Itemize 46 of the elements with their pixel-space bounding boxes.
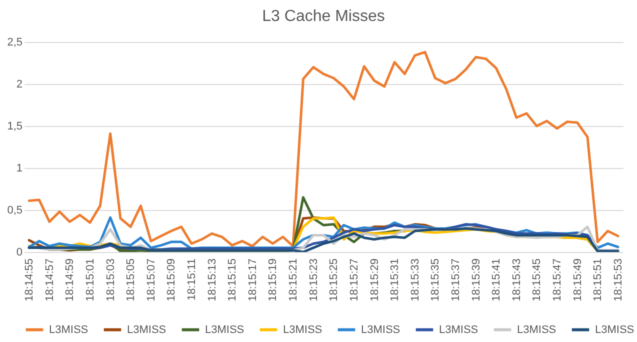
x-tick-label: 18:14:57 bbox=[44, 258, 56, 302]
x-tick-label: 18:15:19 bbox=[267, 258, 280, 302]
y-tick-label: 2,5 bbox=[7, 36, 22, 48]
y-tick-label: 0 bbox=[16, 246, 22, 258]
x-tick-label: 18:15:51 bbox=[592, 258, 604, 302]
x-tick-label: 18:15:39 bbox=[470, 258, 482, 302]
x-tick-label: 18:15:03 bbox=[104, 258, 117, 302]
x-tick-label: 18:15:05 bbox=[125, 258, 138, 302]
x-tick-label: 18:15:33 bbox=[409, 258, 422, 302]
legend-label: L3MISS bbox=[49, 324, 88, 336]
legend-label: L3MISS bbox=[361, 324, 400, 336]
x-tick-label: 18:15:07 bbox=[145, 258, 158, 302]
legend-label: L3MISS bbox=[517, 324, 556, 336]
x-tick-label: 18:15:13 bbox=[206, 258, 218, 302]
legend-label: L3MISS bbox=[205, 324, 244, 336]
x-tick-label: 18:15:25 bbox=[328, 258, 340, 302]
y-tick-label: 1 bbox=[16, 162, 22, 174]
legend-label: L3MISS bbox=[283, 324, 322, 336]
y-tick-label: 1,5 bbox=[7, 120, 22, 132]
x-tick-label: 18:15:17 bbox=[246, 258, 259, 302]
x-tick-label: 18:15:31 bbox=[389, 258, 402, 302]
x-tick-label: 18:15:41 bbox=[490, 258, 503, 302]
x-tick-label: 18:15:21 bbox=[288, 258, 300, 302]
x-tick-label: 18:14:59 bbox=[64, 258, 76, 302]
x-tick-label: 18:15:43 bbox=[510, 258, 523, 302]
legend-label: L3MISS bbox=[127, 324, 166, 336]
x-tick-label: 18:15:29 bbox=[368, 258, 381, 302]
x-tick-label: 18:15:01 bbox=[84, 258, 96, 302]
legend-label: L3MISS bbox=[595, 324, 634, 336]
x-tick-label: 18:15:09 bbox=[166, 258, 178, 302]
y-tick-label: 0,5 bbox=[7, 204, 22, 216]
legend-label: L3MISS bbox=[439, 324, 478, 336]
x-tick-label: 18:15:23 bbox=[308, 258, 320, 302]
x-tick-label: 18:15:11 bbox=[186, 258, 198, 301]
x-tick-label: 18:15:45 bbox=[531, 258, 544, 302]
line-series bbox=[28, 50, 620, 248]
x-tick-label: 18:15:27 bbox=[348, 258, 360, 302]
x-tick-label: 18:15:53 bbox=[612, 258, 624, 302]
x-tick-label: 18:15:47 bbox=[552, 258, 564, 302]
x-tick-label: 18:15:49 bbox=[572, 258, 584, 302]
chart-title: L3 Cache Misses bbox=[262, 8, 385, 25]
x-tick-label: 18:15:15 bbox=[226, 258, 239, 302]
x-tick-label: 18:15:37 bbox=[450, 258, 462, 302]
x-tick-label: 18:15:35 bbox=[430, 258, 442, 302]
y-tick-label: 2 bbox=[16, 78, 22, 90]
x-tick-label: 18:14:55 bbox=[24, 258, 36, 302]
